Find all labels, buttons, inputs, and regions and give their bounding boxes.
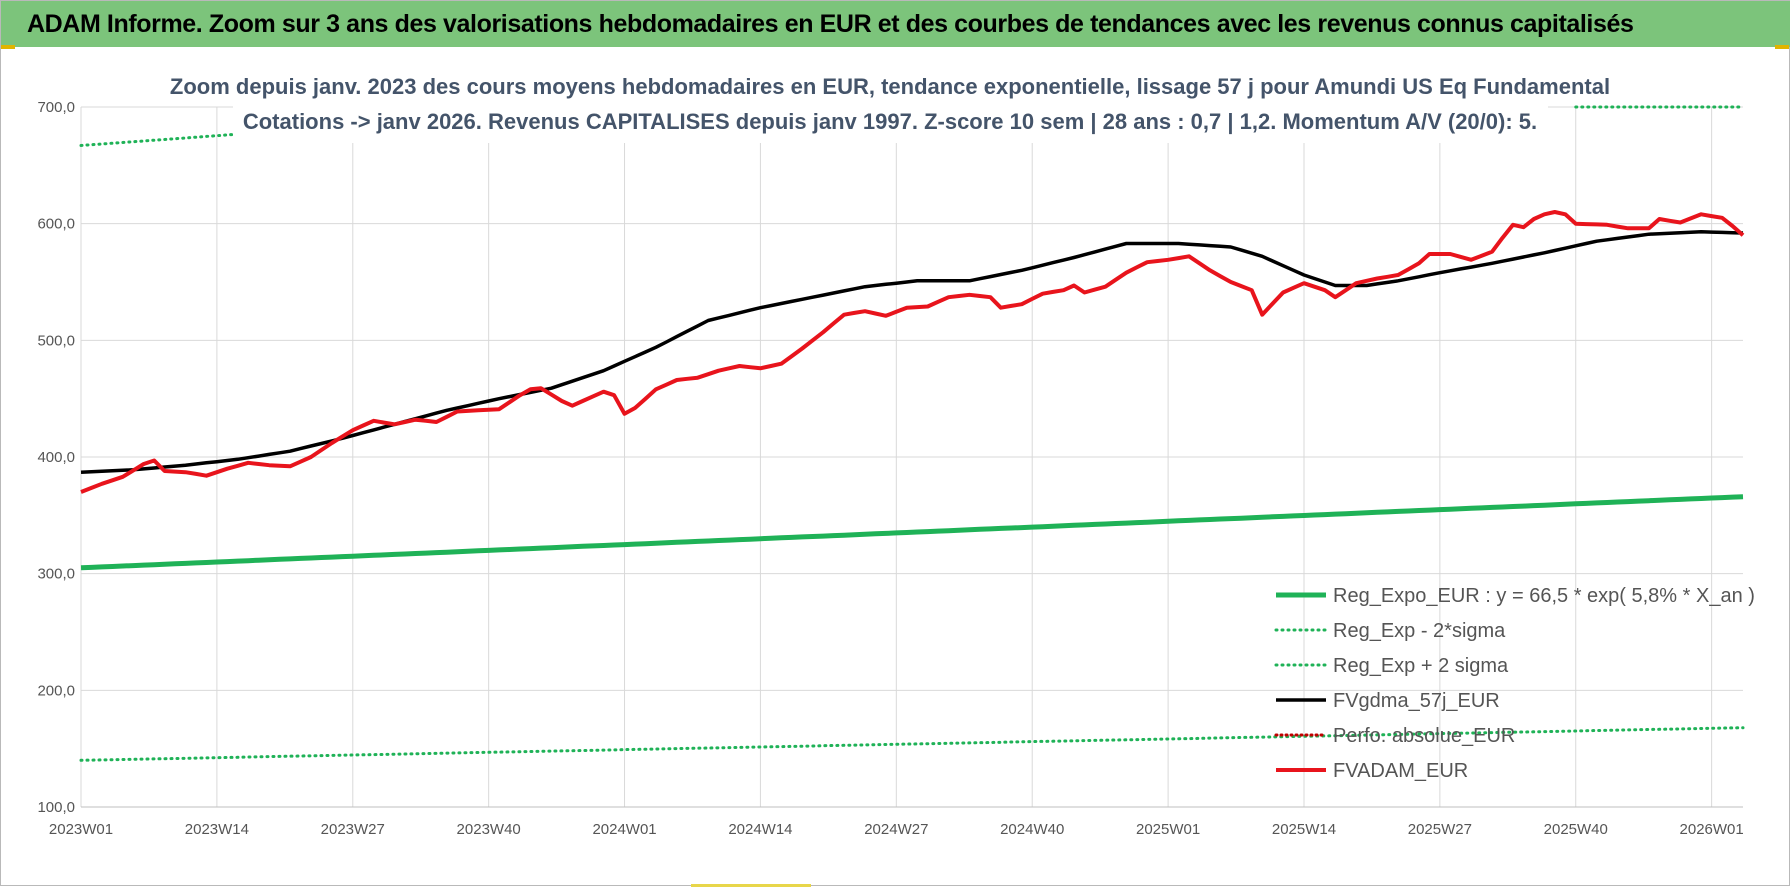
series-layer <box>79 67 1745 762</box>
reg-minus-2sigma-line <box>79 726 1745 762</box>
x-tick-label: 2025W01 <box>1136 821 1200 838</box>
y-tick-label: 500,0 <box>37 332 75 349</box>
axis-layer: 100,0 200,0 300,0 400,0 500,0 600,0 700,0 2023W… <box>37 99 1743 838</box>
y-tick-label: 700,0 <box>37 99 75 116</box>
reg-plus-2sigma-line <box>79 131 261 147</box>
legend-label: Reg_Exp + 2 sigma <box>1333 655 1509 677</box>
x-tick-label: 2024W01 <box>592 821 656 838</box>
x-tick-label: 2023W40 <box>457 821 521 838</box>
y-tick-label: 600,0 <box>37 216 75 233</box>
x-tick-label: 2023W14 <box>185 821 249 838</box>
x-tick-label: 2025W27 <box>1408 821 1472 838</box>
y-tick-label: 200,0 <box>37 682 75 699</box>
chart-legend: Reg_Expo_EUR : y = 66,5 * exp( 5,8% * X_… <box>1274 585 1755 782</box>
x-tick-label: 2023W01 <box>49 821 113 838</box>
x-tick-label: 2024W14 <box>728 821 792 838</box>
x-tick-label: 2026W01 <box>1680 821 1744 838</box>
title-backdrop <box>233 67 1548 143</box>
y-tick-label: 300,0 <box>37 566 75 583</box>
page-title: ADAM Informe. Zoom sur 3 ans des valoris… <box>1 1 1790 47</box>
reg-expo-line <box>80 494 1744 571</box>
fvgdma-57j-line <box>80 230 1744 474</box>
legend-label: Reg_Expo_EUR : y = 66,5 * exp( 5,8% * X_… <box>1333 585 1755 607</box>
x-tick-label: 2025W14 <box>1272 821 1336 838</box>
legend-label: Perfo. absolue_EUR <box>1333 725 1515 747</box>
fvadam-line <box>80 210 1745 494</box>
legend-label: FVADAM_EUR <box>1333 760 1468 782</box>
x-tick-label: 2025W40 <box>1544 821 1608 838</box>
banner-accent-left <box>1 45 15 49</box>
y-tick-label: 400,0 <box>37 449 75 466</box>
banner-accent-right <box>1775 45 1789 49</box>
chart-subtitle: Cotations -> janv 2026. Revenus CAPITALI… <box>243 109 1537 134</box>
chart-title: Zoom depuis janv. 2023 des cours moyens … <box>170 74 1610 99</box>
legend-label: Reg_Exp - 2*sigma <box>1333 620 1506 642</box>
y-tick-label: 100,0 <box>37 799 75 816</box>
legend-label: FVgdma_57j_EUR <box>1333 690 1500 712</box>
x-tick-label: 2024W27 <box>864 821 928 838</box>
x-tick-label: 2023W27 <box>321 821 385 838</box>
x-tick-label: 2024W40 <box>1000 821 1064 838</box>
